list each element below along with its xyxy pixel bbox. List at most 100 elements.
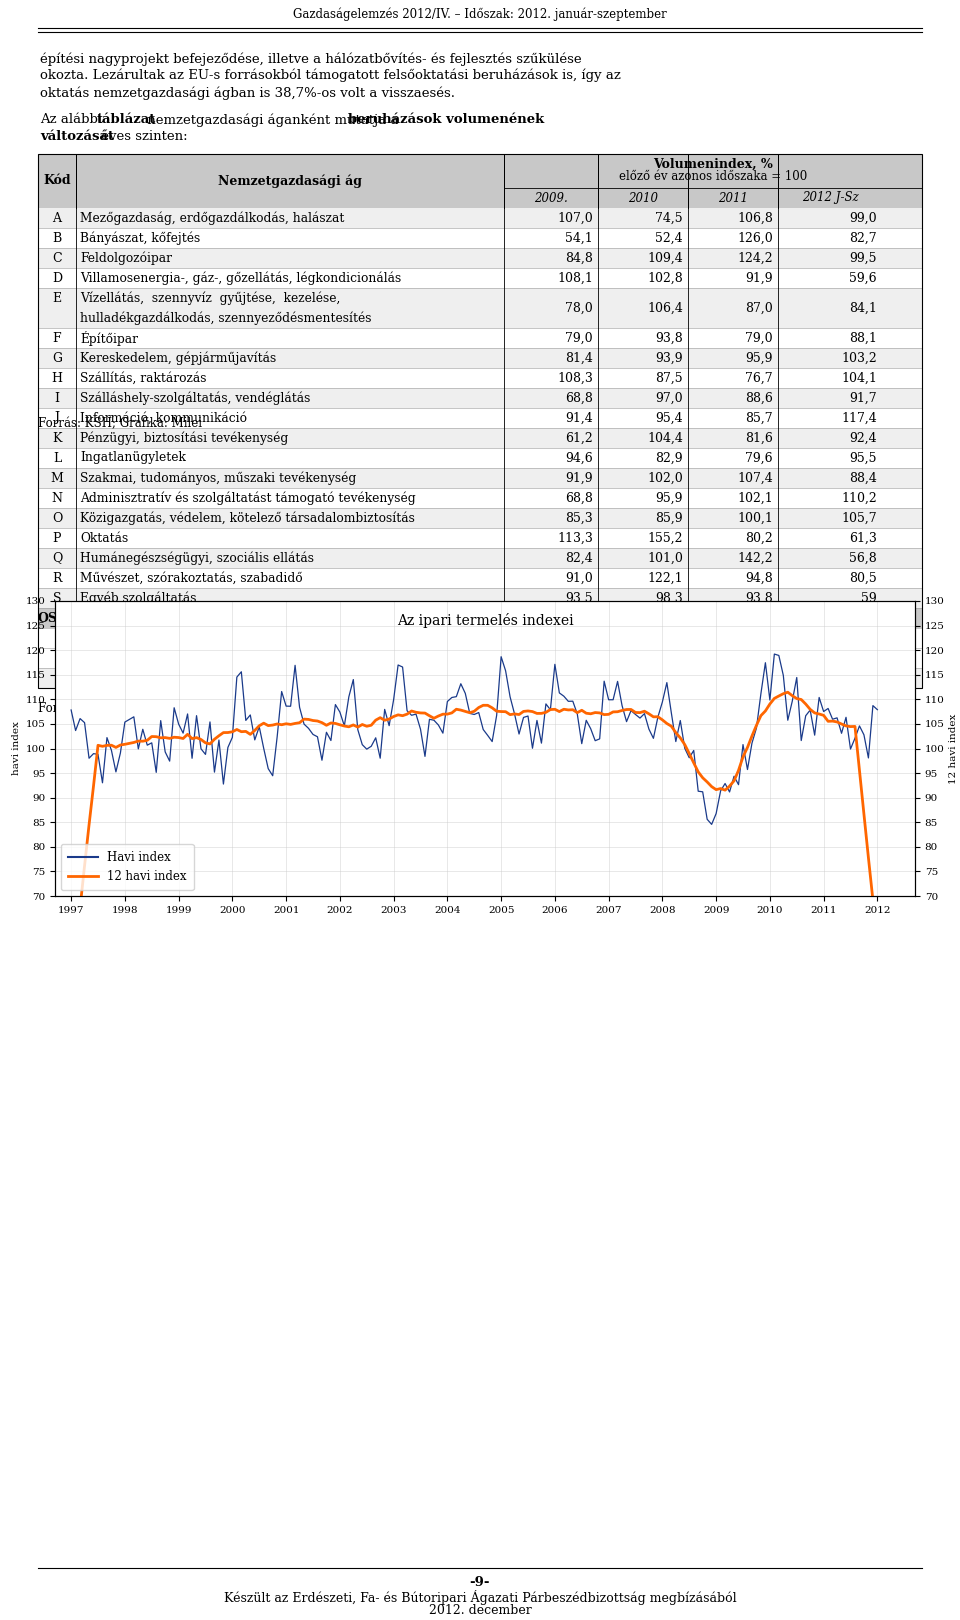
Text: 2012 J-Sz: 2012 J-Sz bbox=[802, 191, 858, 204]
Text: Gép, berendezés: Gép, berendezés bbox=[98, 671, 204, 685]
Bar bbox=[38, 548, 922, 569]
Bar bbox=[38, 509, 922, 528]
Text: 99,5: 99,5 bbox=[850, 251, 877, 264]
Havi index bbox=[455, 674, 467, 693]
Bar bbox=[38, 154, 922, 207]
Text: előző év azonos időszaka = 100: előző év azonos időszaka = 100 bbox=[619, 170, 807, 183]
Text: Egyéb szolgáltatás: Egyéb szolgáltatás bbox=[80, 591, 197, 604]
Text: 106,8: 106,8 bbox=[737, 212, 773, 225]
Text: 103,2: 103,2 bbox=[841, 352, 877, 365]
Text: Forrás: KSH: Forrás: KSH bbox=[38, 701, 112, 714]
Text: éves szinten:: éves szinten: bbox=[97, 130, 187, 143]
Text: 126,0: 126,0 bbox=[737, 232, 773, 245]
Text: Művészet, szórakoztatás, szabadidő: Művészet, szórakoztatás, szabadidő bbox=[80, 572, 302, 585]
Text: 102,1: 102,1 bbox=[737, 491, 773, 504]
Text: 87,5: 87,5 bbox=[656, 371, 683, 384]
Text: 91,4: 91,4 bbox=[563, 611, 593, 624]
Text: Összesen: Összesen bbox=[80, 611, 143, 624]
Text: 56,8: 56,8 bbox=[850, 551, 877, 564]
Text: Kód: Kód bbox=[43, 175, 71, 188]
Text: 102,8: 102,8 bbox=[647, 272, 683, 285]
Text: 108,3: 108,3 bbox=[557, 371, 593, 384]
Text: 52,4: 52,4 bbox=[656, 232, 683, 245]
Text: 94,8: 94,8 bbox=[745, 572, 773, 585]
Text: Feldolgozóipar: Feldolgozóipar bbox=[80, 251, 172, 264]
Text: 95,4: 95,4 bbox=[656, 411, 683, 424]
Havi index bbox=[706, 815, 717, 834]
Text: Mezőgazdaság, erdőgazdálkodás, halászat: Mezőgazdaság, erdőgazdálkodás, halászat bbox=[80, 211, 345, 225]
Bar bbox=[38, 428, 922, 449]
Havi index bbox=[289, 656, 300, 676]
Havi index bbox=[737, 735, 749, 755]
Text: 95,8: 95,8 bbox=[565, 651, 593, 664]
Text: OSSZ: OSSZ bbox=[38, 611, 76, 624]
Text: Az ipari termelés indexei: Az ipari termelés indexei bbox=[396, 612, 573, 629]
Text: 91,0: 91,0 bbox=[565, 572, 593, 585]
Text: 82,4: 82,4 bbox=[565, 551, 593, 564]
Text: 81,6: 81,6 bbox=[745, 431, 773, 444]
Line: 12 havi index: 12 havi index bbox=[71, 692, 877, 987]
Bar bbox=[38, 368, 922, 389]
Text: 91,9: 91,9 bbox=[745, 272, 773, 285]
Text: 79,6: 79,6 bbox=[745, 452, 773, 465]
Text: 54,1: 54,1 bbox=[565, 232, 593, 245]
Text: Készült az Erdészeti, Fa- és Bútoripari Ágazati Párbeszédbizottság megbízásából: Készült az Erdészeti, Fa- és Bútoripari … bbox=[224, 1589, 736, 1605]
12 havi index bbox=[289, 714, 300, 734]
Bar bbox=[38, 154, 922, 688]
Text: Gazdaságelemzés 2012/IV. – Időszak: 2012. január-szeptember: Gazdaságelemzés 2012/IV. – Időszak: 2012… bbox=[293, 6, 667, 21]
Text: 98,3: 98,3 bbox=[656, 591, 683, 604]
Text: 59,6: 59,6 bbox=[850, 272, 877, 285]
Text: 88,6: 88,6 bbox=[745, 392, 773, 405]
Text: 85,3: 85,3 bbox=[565, 512, 593, 525]
Text: 102,0: 102,0 bbox=[647, 471, 683, 484]
Text: Szálláshely-szolgáltatás, vendéglátás: Szálláshely-szolgáltatás, vendéglátás bbox=[80, 392, 310, 405]
Text: beruházások volumenének: beruházások volumenének bbox=[348, 113, 544, 126]
Text: Az alábbi: Az alábbi bbox=[40, 113, 107, 126]
Text: 91,0: 91,0 bbox=[850, 651, 877, 664]
Text: 98,6: 98,6 bbox=[656, 672, 683, 685]
Text: 110,2: 110,2 bbox=[841, 491, 877, 504]
Text: H: H bbox=[52, 371, 62, 384]
Text: Humánegészségügyi, szociális ellátás: Humánegészségügyi, szociális ellátás bbox=[80, 551, 314, 565]
Text: 84,8: 84,8 bbox=[565, 251, 593, 264]
Bar bbox=[38, 588, 922, 608]
Text: 2009.: 2009. bbox=[534, 191, 568, 204]
Text: nemzetgazdasági áganként mutatja a: nemzetgazdasági áganként mutatja a bbox=[143, 113, 402, 126]
Text: Szállítás, raktározás: Szállítás, raktározás bbox=[80, 371, 206, 384]
Bar bbox=[38, 288, 922, 327]
Text: okozta. Lezárultak az EU-s forrásokból támogatott felsőoktatási beruházások is, : okozta. Lezárultak az EU-s forrásokból t… bbox=[40, 70, 621, 83]
Text: 80,2: 80,2 bbox=[745, 531, 773, 544]
Bar bbox=[38, 248, 922, 267]
Bar bbox=[38, 608, 922, 629]
Text: Információ, kommunikáció: Információ, kommunikáció bbox=[80, 411, 247, 424]
Text: 68,8: 68,8 bbox=[565, 392, 593, 405]
Text: 104,1: 104,1 bbox=[841, 371, 877, 384]
Text: 87,0: 87,0 bbox=[745, 301, 773, 314]
12 havi index bbox=[132, 731, 144, 750]
Text: 99,9: 99,9 bbox=[850, 672, 877, 685]
12 havi index bbox=[455, 700, 467, 719]
Text: 107,0: 107,0 bbox=[557, 212, 593, 225]
Text: Forrás: KSH; Grafika: Milei: Forrás: KSH; Grafika: Milei bbox=[38, 416, 202, 429]
Havi index bbox=[65, 700, 77, 719]
Text: -9-: -9- bbox=[469, 1576, 491, 1589]
Bar bbox=[38, 569, 922, 588]
Text: 107,4: 107,4 bbox=[737, 471, 773, 484]
Y-axis label: 12 havi index: 12 havi index bbox=[948, 713, 958, 784]
Text: Ingatlanügyletek: Ingatlanügyletek bbox=[80, 452, 186, 465]
Text: építési nagyprojekt befejeződése, illetve a hálózatbővítés- és fejlesztés szűkül: építési nagyprojekt befejeződése, illetv… bbox=[40, 52, 582, 65]
Legend: Havi index, 12 havi index: Havi index, 12 havi index bbox=[60, 844, 194, 889]
Text: 94,8: 94,8 bbox=[847, 611, 877, 624]
Havi index bbox=[769, 645, 780, 664]
Text: táblázat: táblázat bbox=[97, 113, 156, 126]
Bar bbox=[38, 468, 922, 488]
Text: hulladékgazdálkodás, szennyeződésmentesítés: hulladékgazdálkodás, szennyeződésmentesí… bbox=[80, 311, 372, 324]
Text: 155,2: 155,2 bbox=[647, 531, 683, 544]
Text: 81,4: 81,4 bbox=[565, 352, 593, 365]
Text: C: C bbox=[52, 251, 61, 264]
Text: 2012. december: 2012. december bbox=[428, 1604, 532, 1617]
Text: 68,8: 68,8 bbox=[565, 491, 593, 504]
Text: Ebből:: Ebből: bbox=[80, 632, 121, 645]
Line: Havi index: Havi index bbox=[71, 654, 877, 825]
Bar bbox=[38, 449, 922, 468]
